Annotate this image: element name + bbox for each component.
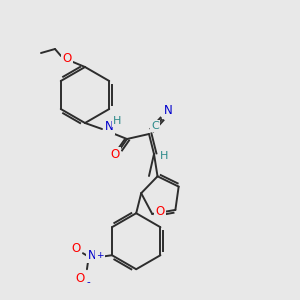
Text: O: O [62,52,72,65]
Text: N: N [105,121,113,134]
Text: H: H [160,151,168,161]
Text: N: N [164,104,172,118]
Text: C: C [151,121,159,131]
Text: O: O [71,242,81,255]
Text: -: - [86,277,90,287]
Text: N: N [88,249,96,262]
Text: O: O [156,206,165,218]
Text: +: + [96,251,104,260]
Text: O: O [110,148,120,161]
Text: H: H [113,116,121,126]
Text: O: O [75,272,85,285]
